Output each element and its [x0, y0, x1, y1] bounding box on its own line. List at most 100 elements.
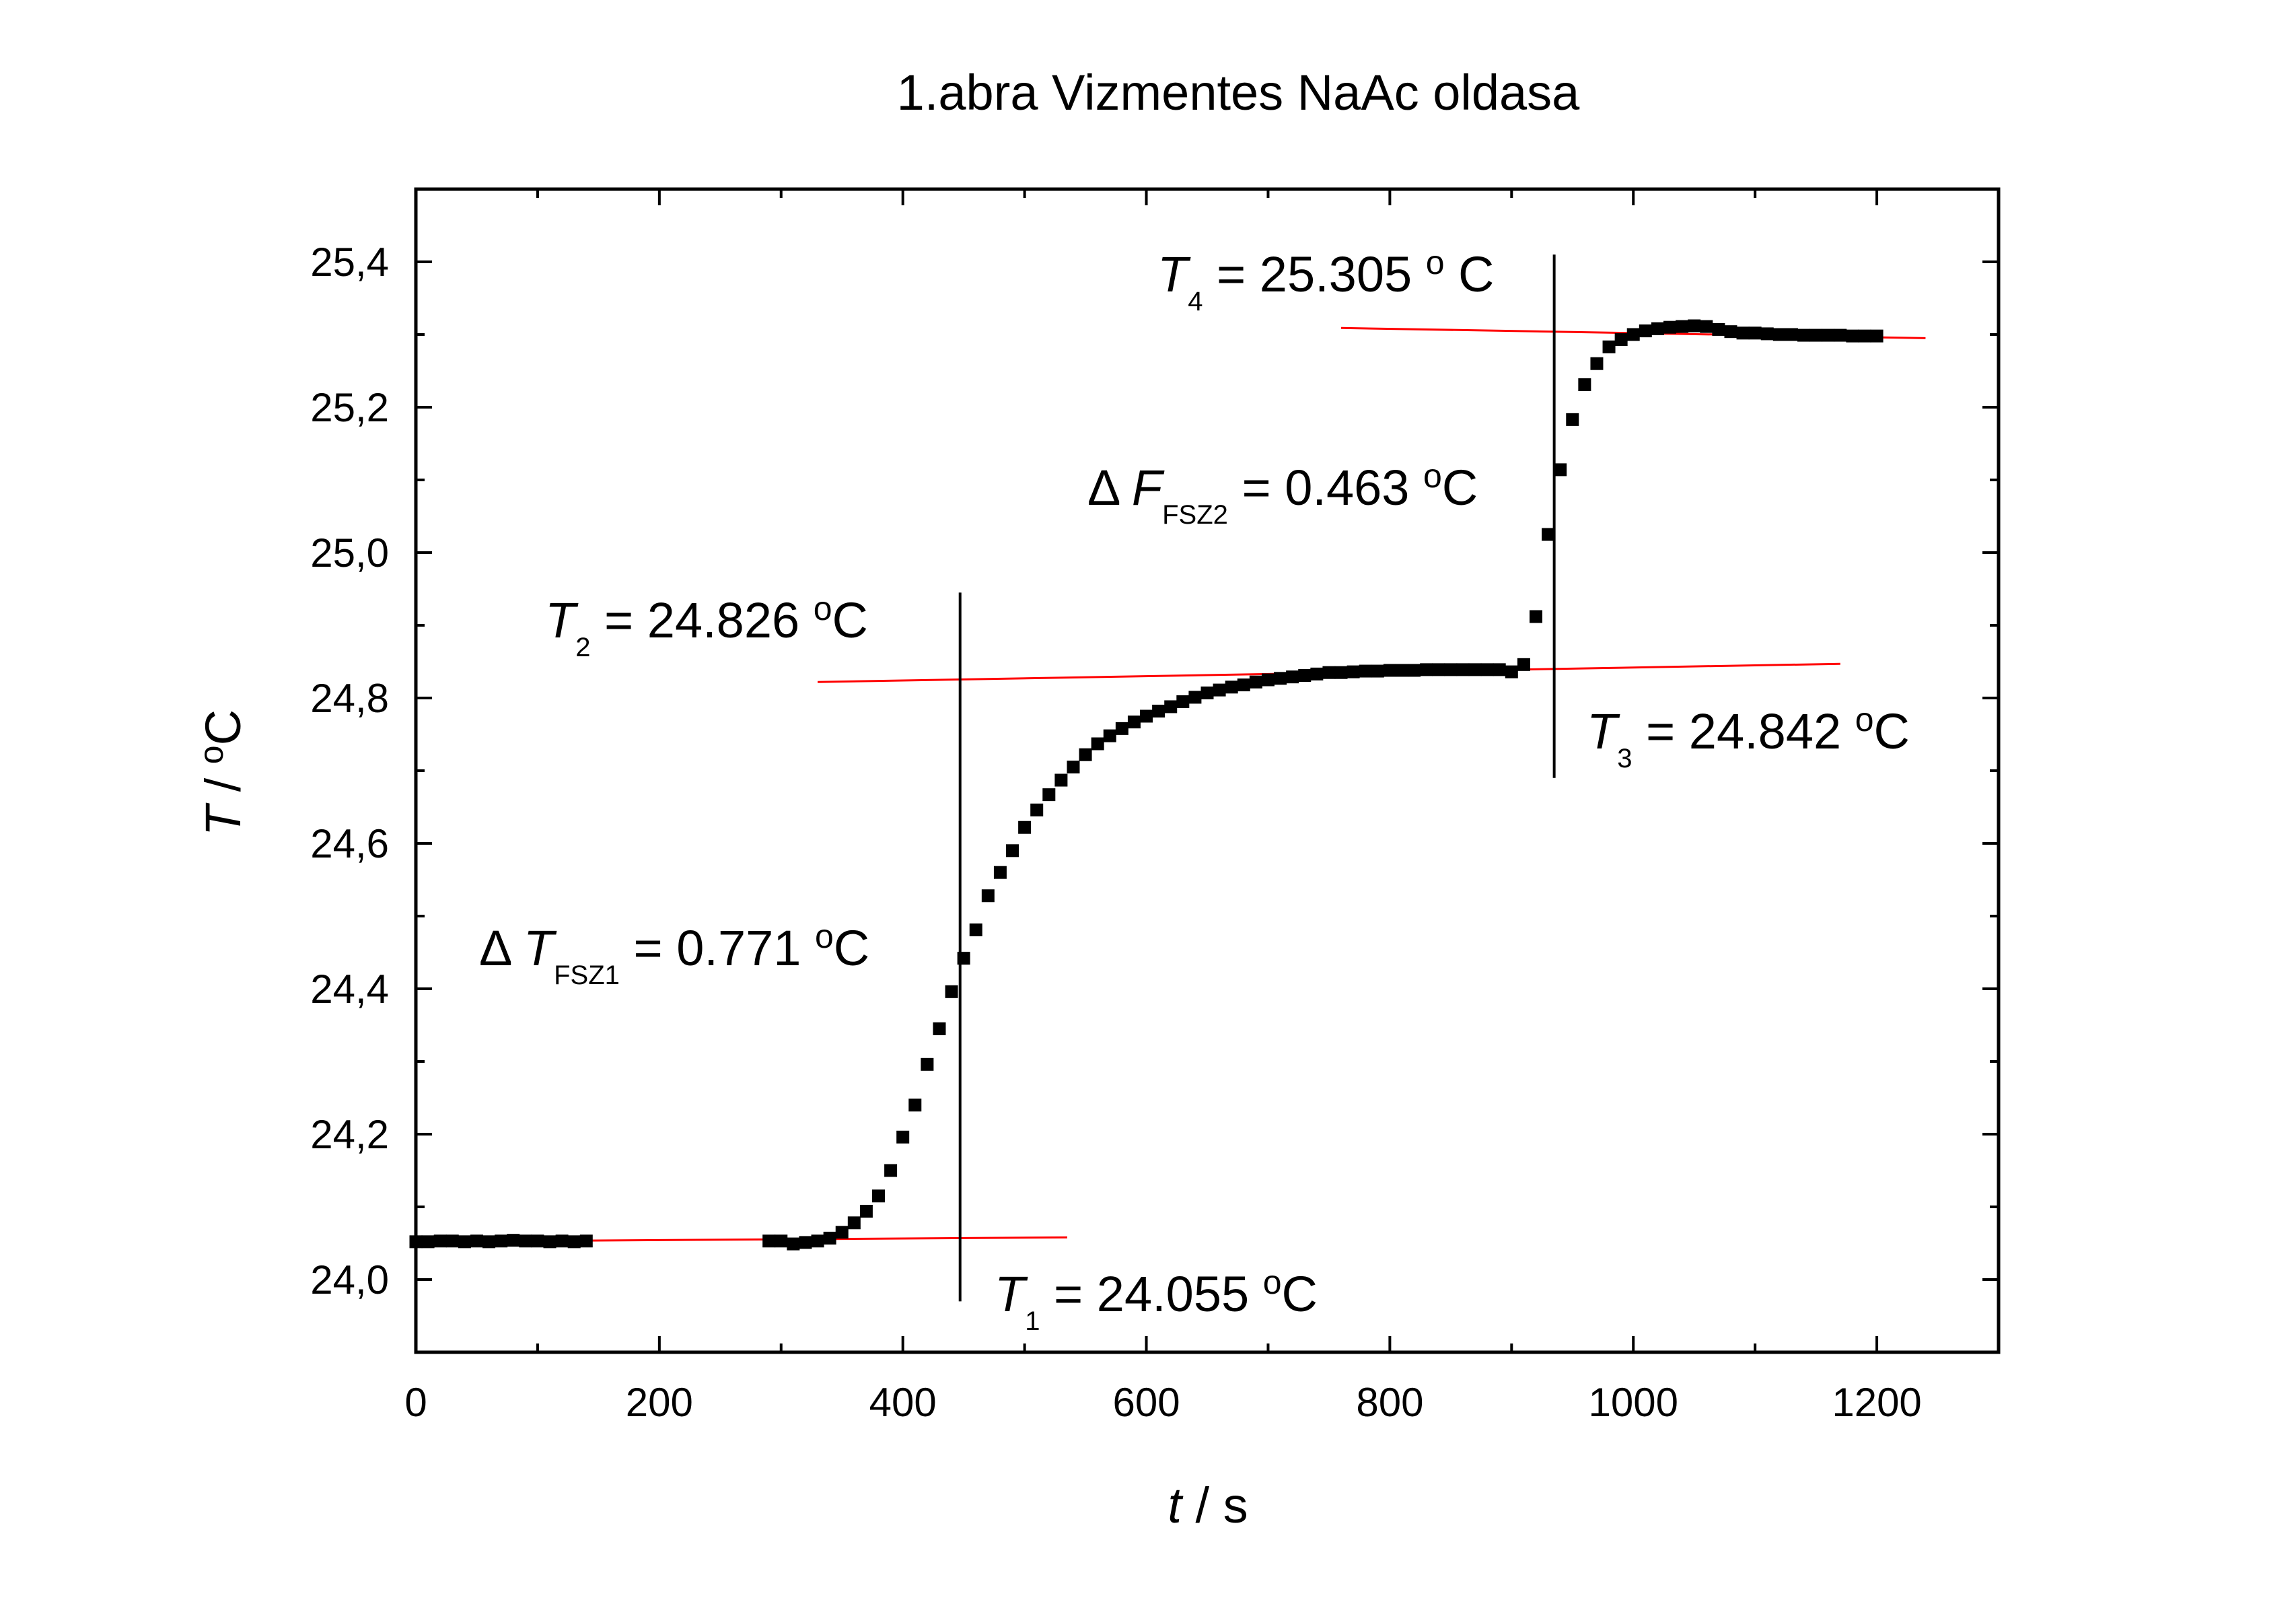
data-point — [1505, 665, 1518, 678]
data-point — [421, 1235, 435, 1249]
data-point — [433, 1234, 447, 1248]
data-point — [1846, 329, 1859, 343]
data-point — [1554, 463, 1567, 477]
data-point — [1347, 665, 1360, 678]
x-tick-label: 1000 — [1588, 1380, 1678, 1425]
data-point — [445, 1234, 459, 1248]
data-point — [921, 1057, 934, 1071]
data-point — [1432, 663, 1445, 676]
data-point — [1225, 680, 1238, 694]
data-point — [859, 1204, 873, 1218]
data-point — [1018, 821, 1032, 834]
data-point — [1566, 413, 1579, 426]
data-point — [1797, 328, 1811, 342]
data-point — [409, 1235, 423, 1249]
data-point — [470, 1234, 483, 1248]
data-point — [1237, 678, 1250, 692]
data-point — [1493, 663, 1506, 676]
y-tick-label: 24,4 — [310, 967, 389, 1012]
data-point — [1688, 319, 1701, 333]
data-point — [1870, 329, 1884, 343]
y-tick-label: 24,6 — [310, 821, 389, 866]
data-point — [1590, 357, 1604, 370]
data-point — [847, 1216, 861, 1230]
data-point — [872, 1189, 886, 1203]
data-point — [1663, 320, 1677, 334]
data-point — [1213, 683, 1226, 697]
annotation-t4: T4 = 25.305 o C — [1157, 244, 1495, 316]
data-point — [811, 1234, 824, 1248]
x-axis-label: t / s — [1168, 1477, 1248, 1533]
data-point — [1067, 761, 1080, 774]
data-point — [1578, 378, 1591, 392]
data-point — [1261, 673, 1275, 687]
data-point — [1480, 663, 1494, 676]
y-tick-label: 24,8 — [310, 676, 389, 721]
data-point — [1152, 704, 1165, 718]
y-axis-label: T / oC — [192, 709, 251, 836]
data-point — [1334, 666, 1348, 679]
data-point — [482, 1235, 496, 1249]
data-point — [1626, 328, 1640, 341]
data-point — [1322, 666, 1336, 679]
data-point — [775, 1234, 788, 1248]
data-point — [1188, 691, 1202, 704]
data-point — [1456, 663, 1470, 676]
data-point — [1614, 333, 1628, 347]
baseline-fit-lines — [415, 326, 1926, 1243]
data-point — [1103, 729, 1116, 742]
data-point — [1042, 788, 1056, 802]
data-point — [1420, 663, 1433, 676]
data-point — [1724, 325, 1737, 339]
data-point — [1359, 664, 1372, 678]
data-point — [507, 1234, 520, 1247]
data-point — [799, 1236, 812, 1249]
x-tick-label: 0 — [404, 1380, 427, 1425]
data-point — [1444, 663, 1458, 676]
annotation-delta-t-fsz1: Δ TFSZ1 = 0.771 oC — [479, 917, 869, 990]
data-point — [933, 1022, 946, 1035]
data-point — [1676, 320, 1689, 333]
vertical-reference-lines — [958, 254, 1556, 1302]
data-point — [543, 1235, 557, 1249]
data-point — [1517, 658, 1530, 671]
data-point — [1091, 737, 1104, 750]
data-point — [835, 1226, 849, 1239]
x-tick-label: 1200 — [1832, 1380, 1921, 1425]
data-point — [1542, 528, 1555, 541]
annotation-t1: T1 = 24.055 oC — [995, 1263, 1318, 1336]
y-tick-label: 25,2 — [310, 385, 389, 430]
data-point — [1700, 320, 1713, 333]
data-point — [1127, 715, 1141, 729]
data-point — [1408, 664, 1421, 677]
data-point — [884, 1164, 898, 1177]
data-point — [762, 1234, 776, 1248]
axis-ticks — [415, 188, 2000, 1354]
data-point — [1054, 773, 1068, 787]
y-tick-label: 24,2 — [310, 1112, 389, 1157]
data-point — [1006, 844, 1019, 858]
data-point — [993, 866, 1007, 879]
data-point — [1760, 327, 1774, 341]
y-tick-label: 25,4 — [310, 240, 389, 285]
annotation-t3: T3 = 24.842 oC — [1587, 701, 1910, 773]
x-tick-label: 400 — [869, 1380, 937, 1425]
data-point — [458, 1235, 471, 1249]
data-point — [1602, 340, 1616, 353]
data-point — [1164, 700, 1178, 713]
y-tick-label: 24,0 — [310, 1257, 389, 1302]
data-point — [969, 923, 982, 937]
data-point — [1140, 709, 1153, 723]
data-point — [1286, 670, 1299, 684]
data-point — [908, 1098, 922, 1112]
chart-title: 1.abra Vizmentes NaAc oldasa — [897, 65, 1580, 120]
data-point — [1468, 663, 1482, 676]
data-point — [1712, 322, 1725, 336]
plot-frame — [414, 187, 2001, 1354]
data-point — [579, 1234, 593, 1248]
data-point — [555, 1234, 569, 1248]
data-point — [1030, 803, 1044, 816]
data-point — [531, 1234, 544, 1248]
data-point — [1371, 664, 1384, 678]
